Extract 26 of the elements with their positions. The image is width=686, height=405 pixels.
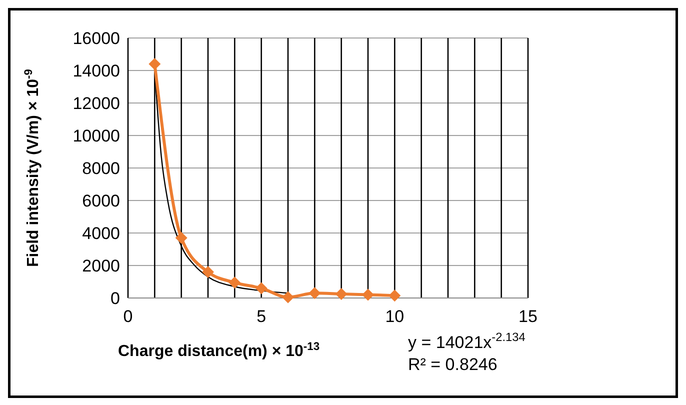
- point: [282, 291, 294, 304]
- point: [148, 58, 161, 70]
- y-tick-label: 4000: [82, 224, 120, 243]
- point: [308, 287, 321, 300]
- x-tick-label: 5: [256, 307, 266, 326]
- point: [202, 266, 214, 278]
- x-tick-label: 10: [385, 307, 404, 326]
- x-tick-label: 0: [123, 307, 133, 326]
- y-tick-label: 8000: [82, 158, 120, 178]
- point: [362, 288, 374, 301]
- text: R² = 0.8246: [408, 355, 498, 374]
- y-tick-label: 6000: [82, 191, 120, 210]
- y-tick-label: 0: [110, 288, 120, 308]
- point: [175, 232, 188, 244]
- y-tick-label: 16000: [72, 28, 120, 48]
- y-tick-label: 2000: [82, 256, 120, 276]
- point: [388, 290, 401, 302]
- x-axis-title: Charge distance(m) × 10$^{-13}$: [118, 341, 320, 360]
- point: [335, 288, 348, 300]
- point: [255, 282, 268, 294]
- point: [228, 276, 241, 289]
- y-tick-label: 12000: [72, 94, 120, 113]
- text: y = 14021x$^{-2.134}$: [408, 330, 526, 352]
- y-tick-label: 14000: [72, 61, 120, 80]
- y-tick-label: 10000: [72, 126, 120, 146]
- x-tick-label: 15: [518, 307, 538, 326]
